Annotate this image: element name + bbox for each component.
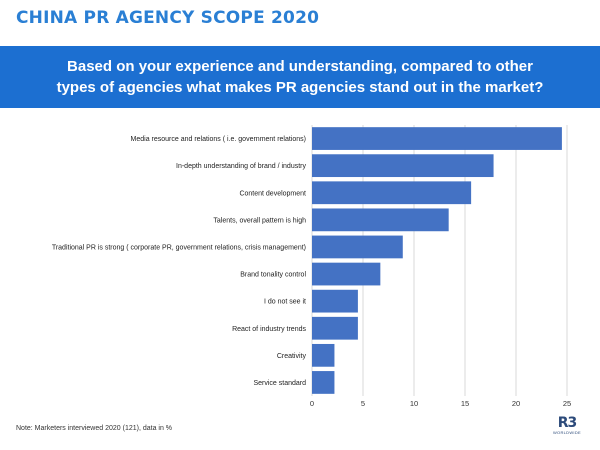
bar-9 (312, 343, 335, 367)
category-label-7: I do not see it (264, 299, 306, 306)
category-label-2: In-depth understanding of brand / indust… (176, 163, 306, 170)
x-tick-label-0: 0 (310, 399, 314, 408)
logo-mark: R3 (557, 415, 578, 431)
bar-7 (312, 289, 358, 313)
category-label-3: Content development (239, 190, 306, 197)
page-title: CHINA PR AGENCY SCOPE 2020 (16, 8, 320, 28)
category-label-5: Traditional PR is strong ( corporate PR,… (52, 244, 306, 251)
category-label-1: Media resource and relations ( i.e. gove… (131, 136, 306, 143)
category-label-10: Service standard (253, 380, 306, 387)
question-banner: Based on your experience and understandi… (0, 46, 600, 108)
r3-logo: R3 WORLDWIDE (550, 416, 584, 440)
bar-5 (312, 235, 403, 259)
category-label-4: Talents, overall pattern is high (213, 217, 306, 224)
footnote: Note: Marketers interviewed 2020 (121), … (16, 425, 173, 432)
x-tick-label-20: 20 (512, 399, 520, 408)
bar-6 (312, 262, 381, 286)
bar-2 (312, 154, 494, 178)
x-tick-label-10: 10 (410, 399, 418, 408)
x-tick-label-15: 15 (461, 399, 469, 408)
x-tick-label-5: 5 (361, 399, 365, 408)
question-line-1: Based on your experience and understandi… (67, 58, 533, 75)
question-line-2: types of agencies what makes PR agencies… (56, 79, 544, 96)
category-label-8: React of industry trends (232, 326, 306, 333)
logo-subtitle: WORLDWIDE (552, 430, 582, 435)
bar-1 (312, 127, 562, 150)
bar-10 (312, 371, 335, 394)
bar-3 (312, 181, 472, 205)
category-label-6: Brand tonality control (240, 272, 306, 279)
x-tick-label-25: 25 (563, 399, 571, 408)
bar-8 (312, 316, 358, 340)
bar-4 (312, 208, 449, 232)
category-label-9: Creativity (277, 353, 307, 360)
question-text: Based on your experience and understandi… (40, 56, 560, 98)
